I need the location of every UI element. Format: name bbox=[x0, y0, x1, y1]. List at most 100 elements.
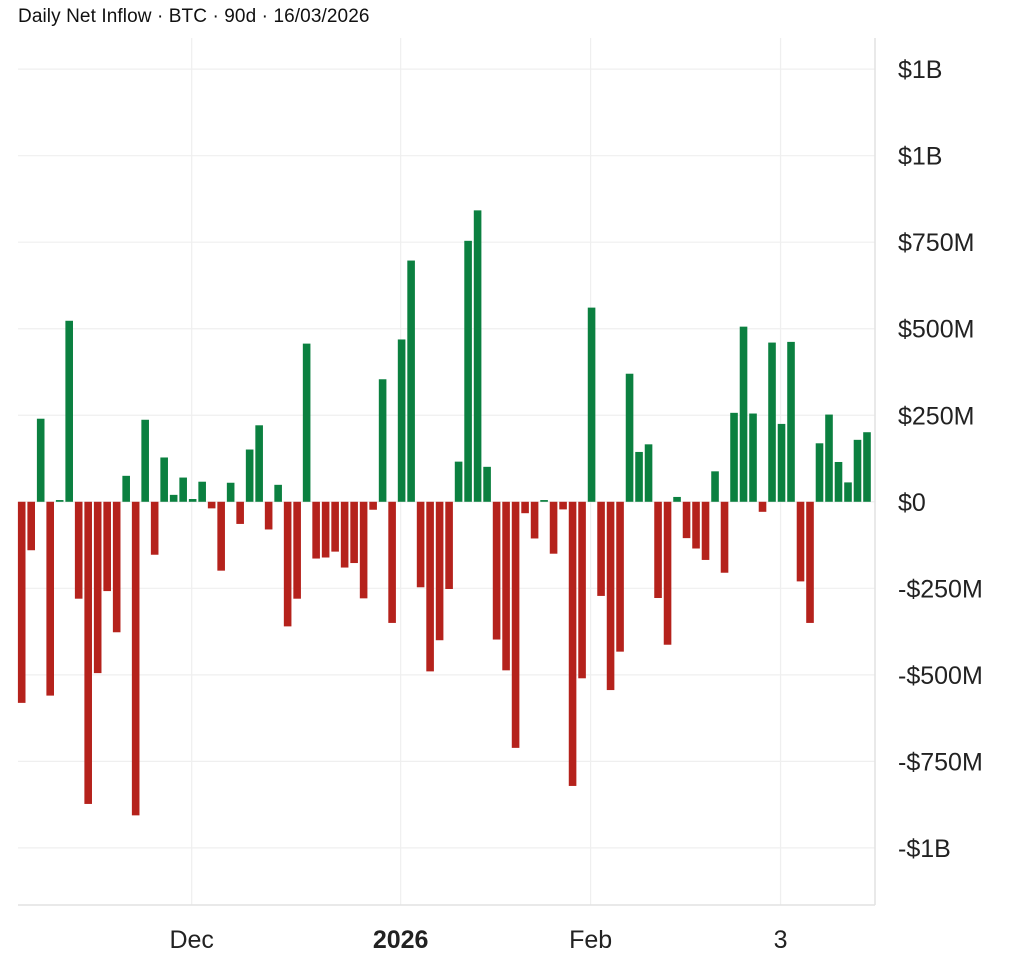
inflow-bar bbox=[834, 461, 843, 502]
outflow-bar bbox=[530, 501, 539, 539]
inflow-bar bbox=[644, 444, 653, 502]
inflow-bar bbox=[711, 471, 719, 502]
outflow-bar bbox=[93, 501, 102, 674]
inflow-bar bbox=[160, 457, 168, 502]
inflow-bar bbox=[787, 341, 795, 502]
outflow-bar bbox=[435, 501, 444, 641]
chart-title: Daily Net Inflow · BTC · 90d · 16/03/202… bbox=[18, 6, 370, 27]
inflow-bar bbox=[55, 500, 64, 502]
outflow-bar bbox=[549, 501, 558, 554]
outflow-bar bbox=[521, 501, 529, 514]
x-tick-label: Dec bbox=[169, 926, 213, 954]
inflow-bar bbox=[587, 307, 596, 502]
outflow-bar bbox=[654, 501, 662, 599]
outflow-bar bbox=[46, 501, 54, 696]
inflow-bar bbox=[274, 484, 282, 502]
outflow-bar bbox=[293, 501, 301, 599]
inflow-bar bbox=[141, 419, 149, 502]
outflow-bar bbox=[758, 501, 767, 512]
inflow-bar bbox=[625, 373, 634, 502]
inflow-bar bbox=[378, 379, 387, 502]
outflow-bar bbox=[682, 501, 691, 539]
outflow-bar bbox=[150, 501, 159, 555]
x-tick-label: 3 bbox=[774, 926, 788, 954]
outflow-bar bbox=[692, 501, 700, 549]
inflow-bar bbox=[454, 461, 463, 502]
inflow-bar bbox=[844, 482, 852, 502]
outflow-bar bbox=[17, 501, 26, 703]
outflow-bar bbox=[84, 501, 92, 804]
outflow-bar bbox=[283, 501, 292, 627]
outflow-bar bbox=[312, 501, 320, 559]
y-tick-label: -$750M bbox=[898, 748, 983, 776]
inflow-bar bbox=[65, 320, 73, 502]
outflow-bar bbox=[369, 501, 377, 510]
outflow-bar bbox=[701, 501, 710, 560]
inflow-bar bbox=[226, 482, 235, 502]
inflow-bar bbox=[540, 500, 548, 502]
outflow-bar bbox=[663, 501, 672, 645]
x-tick-label: Feb bbox=[569, 926, 612, 954]
outflow-bar bbox=[131, 501, 140, 816]
outflow-bar bbox=[511, 501, 520, 748]
outflow-bar bbox=[492, 501, 501, 640]
inflow-bar bbox=[863, 432, 871, 502]
outflow-bar bbox=[388, 501, 396, 623]
outflow-bar bbox=[359, 501, 368, 599]
outflow-bar bbox=[597, 501, 605, 596]
outflow-bar bbox=[445, 501, 453, 590]
y-tick-label: $750M bbox=[898, 229, 974, 257]
outflow-bar bbox=[720, 501, 729, 573]
inflow-bar bbox=[749, 413, 757, 502]
outflow-bar bbox=[416, 501, 425, 588]
outflow-bar bbox=[559, 501, 567, 510]
y-tick-label: $500M bbox=[898, 316, 974, 344]
inflow-bar bbox=[730, 412, 738, 502]
inflow-bar bbox=[635, 451, 643, 502]
outflow-bar bbox=[568, 501, 577, 786]
y-tick-label: $0 bbox=[898, 489, 926, 517]
inflow-bar bbox=[198, 481, 206, 502]
inflow-bar bbox=[188, 499, 197, 502]
outflow-bar bbox=[806, 501, 814, 623]
inflow-bar bbox=[853, 439, 862, 502]
y-tick-label: -$250M bbox=[898, 575, 983, 603]
inflow-bar bbox=[464, 240, 472, 502]
inflow-bar bbox=[407, 260, 415, 502]
outflow-bar bbox=[264, 501, 273, 530]
outflow-bar bbox=[578, 501, 586, 679]
inflow-bar bbox=[245, 449, 254, 502]
outflow-bar bbox=[606, 501, 615, 691]
outflow-bar bbox=[350, 501, 358, 564]
inflow-bar bbox=[825, 414, 833, 502]
outflow-bar bbox=[340, 501, 349, 568]
outflow-bar bbox=[74, 501, 83, 599]
outflow-bar bbox=[796, 501, 805, 582]
inflow-bar bbox=[768, 342, 776, 502]
inflow-bar bbox=[255, 425, 263, 502]
inflow-bar bbox=[179, 477, 187, 502]
inflow-bar bbox=[36, 418, 45, 502]
y-tick-label: $1B bbox=[898, 56, 942, 84]
inflow-bar bbox=[122, 475, 130, 502]
inflow-bar bbox=[169, 494, 178, 502]
inflow-bar bbox=[397, 339, 406, 502]
outflow-bar bbox=[502, 501, 510, 671]
inflow-bar bbox=[777, 423, 786, 502]
inflow-bar bbox=[815, 443, 824, 502]
x-tick-label: 2026 bbox=[373, 926, 429, 954]
outflow-bar bbox=[103, 501, 111, 592]
inflow-bar bbox=[673, 496, 681, 502]
inflow-bar bbox=[739, 326, 748, 502]
inflow-bar bbox=[302, 343, 311, 502]
y-tick-label: -$500M bbox=[898, 662, 983, 690]
y-tick-label: $250M bbox=[898, 402, 974, 430]
outflow-bar bbox=[27, 501, 35, 551]
outflow-bar bbox=[112, 501, 121, 633]
y-tick-label: -$1B bbox=[898, 835, 951, 863]
outflow-bar bbox=[331, 501, 339, 552]
outflow-bar bbox=[217, 501, 225, 571]
outflow-bar bbox=[207, 501, 216, 509]
outflow-bar bbox=[616, 501, 624, 652]
